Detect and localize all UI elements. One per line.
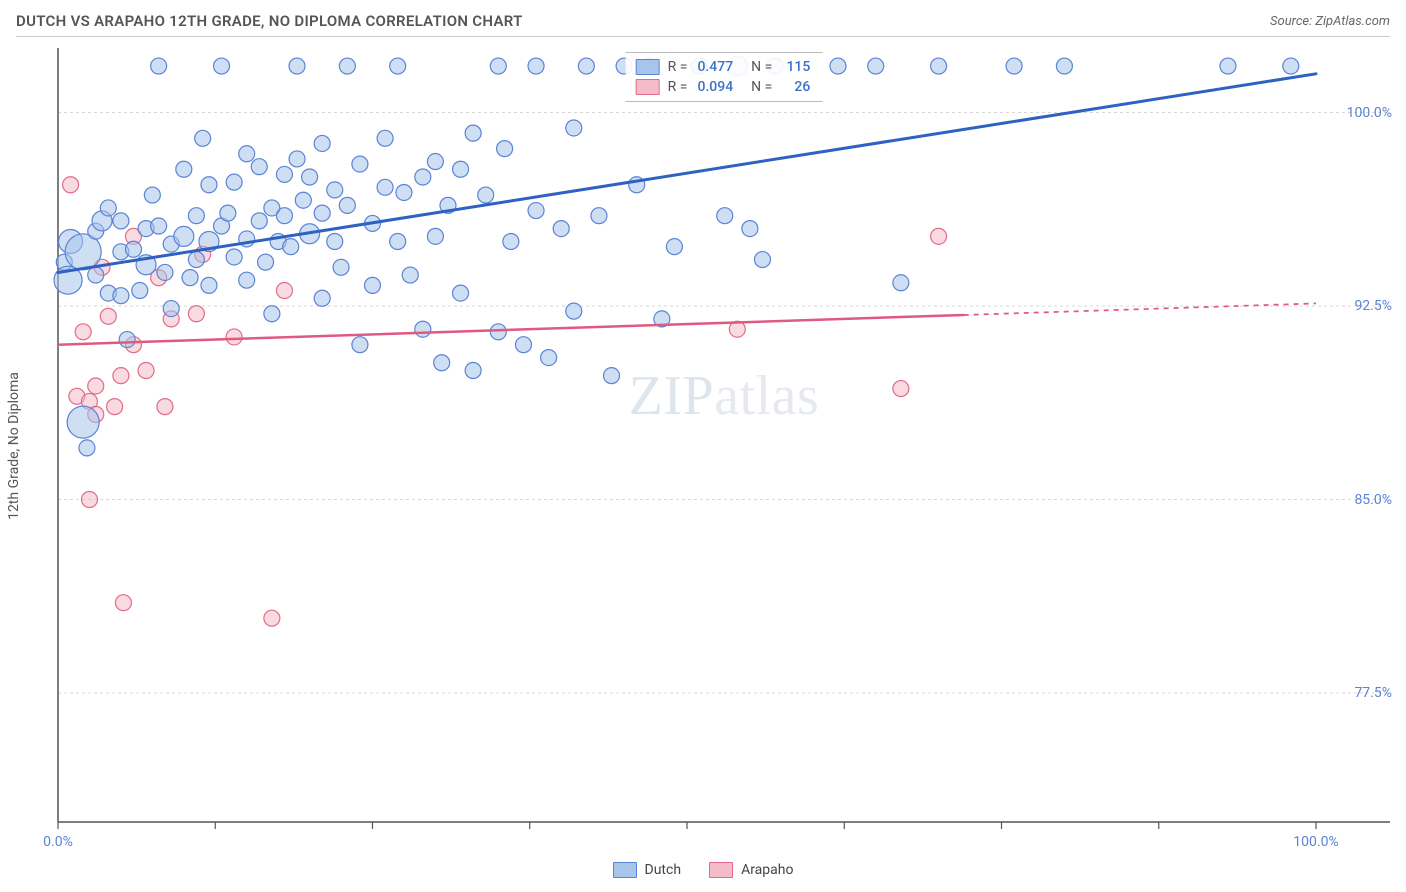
legend-item: Dutch (613, 862, 682, 878)
series-legend: Dutch Arapaho (0, 862, 1406, 878)
scatter-svg (52, 48, 1396, 840)
legend-n-value: 115 (782, 59, 810, 75)
y-tick-label: 92.5% (1354, 298, 1392, 314)
legend-row: R = 0.094 N = 26 (636, 77, 813, 97)
legend-r-value: 0.094 (697, 79, 733, 95)
legend-swatch (636, 59, 660, 75)
plot-area: ZIPatlas R =0.477N =115R =0.094N =26 77.… (52, 48, 1396, 840)
chart-header: DUTCH VS ARAPAHO 12TH GRADE, NO DIPLOMA … (16, 12, 1390, 30)
y-tick-label: 85.0% (1354, 492, 1392, 508)
y-tick-label: 100.0% (1347, 105, 1392, 121)
x-tick-label: 100.0% (1293, 834, 1338, 850)
chart-source: Source: ZipAtlas.com (1270, 14, 1390, 29)
legend-r-value: 0.477 (697, 59, 733, 75)
legend-n-value: 26 (782, 79, 810, 95)
legend-n-label: N = (751, 59, 772, 75)
legend-r-label: R = (668, 59, 688, 75)
legend-swatch (636, 79, 660, 95)
legend-n-label: N = (751, 79, 772, 95)
y-tick-label: 77.5% (1354, 685, 1392, 701)
correlation-legend: R = 0.477 N = 115 R = 0.094 N = 26 (626, 52, 823, 102)
legend-r-label: R = (668, 79, 688, 95)
x-tick-label: 0.0% (43, 834, 73, 850)
legend-label: Arapaho (741, 862, 793, 878)
y-axis-label: 12th Grade, No Diploma (6, 372, 22, 520)
title-rule (16, 36, 1390, 37)
legend-label: Dutch (645, 862, 682, 878)
legend-item: Arapaho (709, 862, 793, 878)
legend-swatch (709, 862, 733, 878)
legend-swatch (613, 862, 637, 878)
chart-title: DUTCH VS ARAPAHO 12TH GRADE, NO DIPLOMA … (16, 12, 523, 30)
legend-row: R = 0.477 N = 115 (636, 57, 813, 77)
